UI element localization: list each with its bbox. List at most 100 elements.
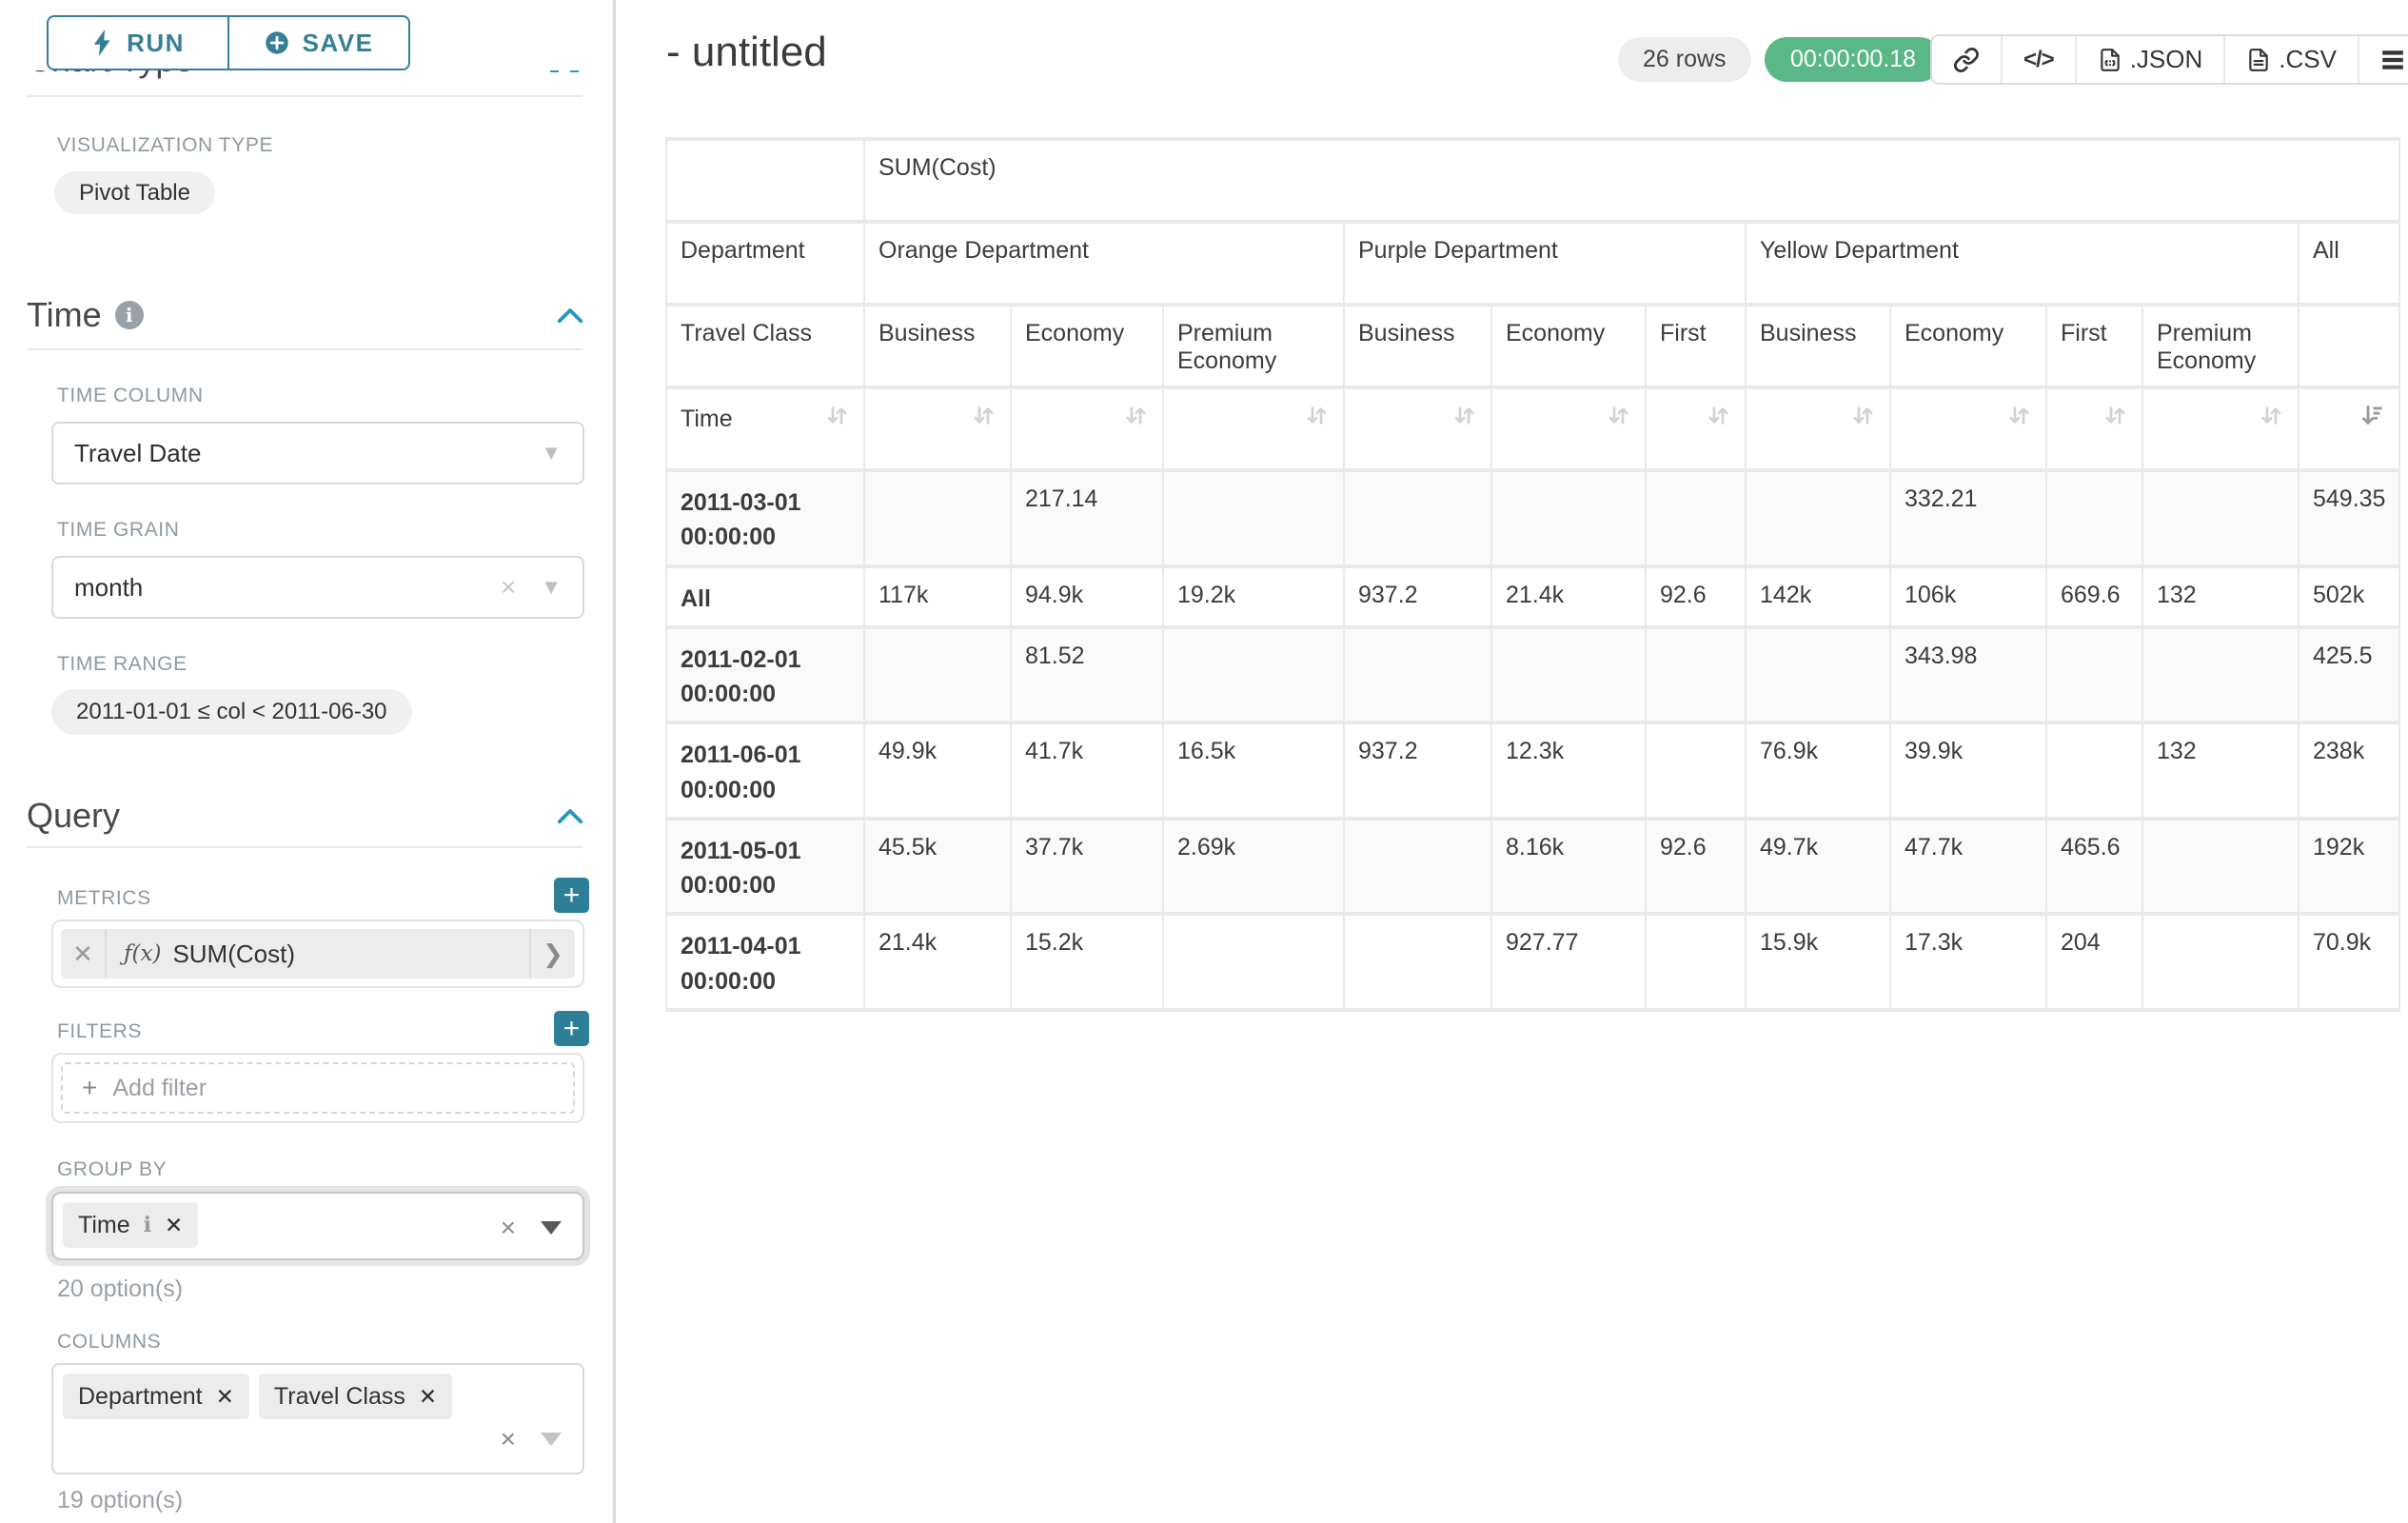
info-icon: i: [114, 301, 144, 329]
pivot-value-cell: 425.5: [2297, 624, 2401, 725]
pivot-value-cell: [2142, 468, 2299, 568]
sort-icon[interactable]: [824, 403, 850, 435]
pivot-value-cell: [1645, 721, 1747, 821]
share-link-button[interactable]: [1932, 36, 2001, 83]
metric-pill[interactable]: ✕ ƒ(x) SUM(Cost) ❯: [61, 929, 575, 979]
group-by-select[interactable]: Time i ✕ ×: [51, 1192, 584, 1260]
caret-down-icon[interactable]: [541, 1221, 562, 1235]
pivot-value-cell: 502k: [2297, 564, 2401, 629]
sort-cell[interactable]: [863, 386, 1012, 472]
travel-class-cell: Business: [863, 303, 1012, 389]
metric-name: SUM(Cost): [172, 939, 295, 968]
metric-header-cell: SUM(Cost): [862, 137, 2401, 224]
filters-label: FILTERS: [57, 1020, 142, 1042]
sort-cell[interactable]: [2045, 386, 2143, 472]
info-icon: i: [143, 1213, 151, 1237]
section-divider: [27, 348, 582, 350]
sort-cell[interactable]: [2297, 386, 2401, 472]
time-column-label: TIME COLUMN: [57, 385, 204, 406]
pivot-data-row: 2011-05-01 00:00:00 45.5k 37.7k 2.69k 8.16k 9…: [665, 816, 2401, 917]
caret-down-icon[interactable]: [541, 1433, 562, 1446]
sort-cell[interactable]: [1745, 386, 1891, 472]
add-filter-plus-button[interactable]: +: [554, 1011, 589, 1046]
row-count-badge: 26 rows: [1618, 37, 1751, 82]
section-divider: [27, 846, 582, 848]
remove-tag-icon[interactable]: ✕: [165, 1212, 184, 1237]
travel-class-cell: Business: [1745, 303, 1891, 389]
pivot-data-row: 2011-03-01 00:00:00 217.14 332.21 549.35: [665, 468, 2401, 568]
sort-cell[interactable]: [1010, 386, 1164, 472]
pivot-value-cell: 142k: [1745, 564, 1891, 629]
sort-icon[interactable]: [1606, 403, 1631, 428]
export-json-button[interactable]: .JSON: [2074, 36, 2224, 83]
time-grain-select[interactable]: month × ▼: [51, 556, 584, 619]
sort-cell[interactable]: [1343, 386, 1492, 472]
travel-class-cell: First: [2045, 303, 2143, 389]
col-dimension2-cell: Travel Class: [665, 303, 865, 389]
col-group-cell: All: [2297, 220, 2401, 307]
export-csv-button[interactable]: .CSV: [2223, 36, 2358, 83]
time-range-label: TIME RANGE: [57, 653, 188, 675]
chevron-up-icon[interactable]: [556, 306, 584, 325]
pivot-value-cell: [2045, 624, 2143, 725]
pivot-value-cell: 15.2k: [1010, 912, 1164, 1012]
remove-tag-icon[interactable]: ✕: [418, 1383, 438, 1409]
time-range-pill[interactable]: 2011-01-01 ≤ col < 2011-06-30: [51, 689, 412, 735]
sort-cell[interactable]: [2142, 386, 2299, 472]
sort-desc-icon[interactable]: [2359, 403, 2385, 428]
pivot-value-cell: [1343, 624, 1492, 725]
sort-icon[interactable]: [2102, 403, 2128, 428]
sort-icon[interactable]: [1451, 403, 1477, 428]
link-icon: [1954, 47, 1979, 72]
sort-cell[interactable]: [1889, 386, 2047, 472]
save-button[interactable]: SAVE: [227, 17, 408, 69]
clear-icon[interactable]: ×: [500, 1213, 516, 1242]
sort-icon[interactable]: [1123, 403, 1149, 428]
dimension-tag[interactable]: Time i ✕: [63, 1202, 199, 1248]
sort-cell[interactable]: [1162, 386, 1345, 472]
pivot-value-cell: 238k: [2297, 721, 2401, 821]
time-section-title: Time: [27, 295, 102, 334]
travel-class-cell: Economy: [1490, 303, 1647, 389]
page-title[interactable]: - untitled: [666, 29, 827, 75]
pivot-value-cell: 19.2k: [1162, 564, 1345, 629]
query-section-header[interactable]: Query: [27, 796, 584, 836]
pivot-value-cell: 15.9k: [1745, 912, 1891, 1012]
chevron-right-icon[interactable]: ❯: [529, 929, 575, 979]
sort-icon[interactable]: [2006, 403, 2032, 428]
run-button[interactable]: RUN: [49, 17, 227, 69]
sort-icon[interactable]: [1304, 403, 1330, 428]
pivot-value-cell: 16.5k: [1162, 721, 1345, 821]
viz-type-pill[interactable]: Pivot Table: [54, 171, 215, 214]
row-label-cell: 2011-04-01 00:00:00: [665, 912, 865, 1012]
time-section-header[interactable]: Time i: [27, 295, 584, 335]
sort-cell[interactable]: [1490, 386, 1647, 472]
columns-select[interactable]: Department ✕ Travel Class ✕ ×: [51, 1363, 584, 1474]
row-label-cell: 2011-02-01 00:00:00: [665, 624, 865, 725]
dimension-tag[interactable]: Travel Class ✕: [258, 1374, 453, 1419]
dimension-tag[interactable]: Department ✕: [63, 1374, 249, 1419]
view-query-button[interactable]: </>: [2001, 36, 2075, 83]
add-metric-button[interactable]: +: [554, 878, 589, 913]
time-column-select[interactable]: Travel Date ▼: [51, 422, 584, 485]
sort-icon[interactable]: [971, 403, 997, 428]
more-options-button[interactable]: [2357, 36, 2408, 83]
corner-cell: [665, 137, 865, 224]
pivot-value-cell: 70.9k: [2297, 912, 2401, 1012]
remove-metric-icon[interactable]: ✕: [61, 929, 107, 979]
pivot-value-cell: 465.6: [2045, 816, 2143, 917]
pivot-value-cell: 8.16k: [1490, 816, 1647, 917]
chevron-up-icon[interactable]: [556, 806, 584, 825]
clear-icon[interactable]: ×: [500, 1424, 516, 1454]
sort-cell[interactable]: [1645, 386, 1747, 472]
pivot-value-cell: 117k: [863, 564, 1012, 629]
remove-tag-icon[interactable]: ✕: [215, 1383, 234, 1409]
pivot-value-cell: [1343, 816, 1492, 917]
pivot-value-cell: [1162, 912, 1345, 1012]
sort-icon[interactable]: [1706, 403, 1731, 428]
sort-icon[interactable]: [1850, 403, 1876, 428]
sort-icon[interactable]: [2259, 403, 2284, 428]
clear-icon[interactable]: ×: [500, 572, 517, 602]
add-filter-button[interactable]: + Add filter: [61, 1062, 575, 1114]
tag-label: Travel Class: [273, 1382, 405, 1410]
